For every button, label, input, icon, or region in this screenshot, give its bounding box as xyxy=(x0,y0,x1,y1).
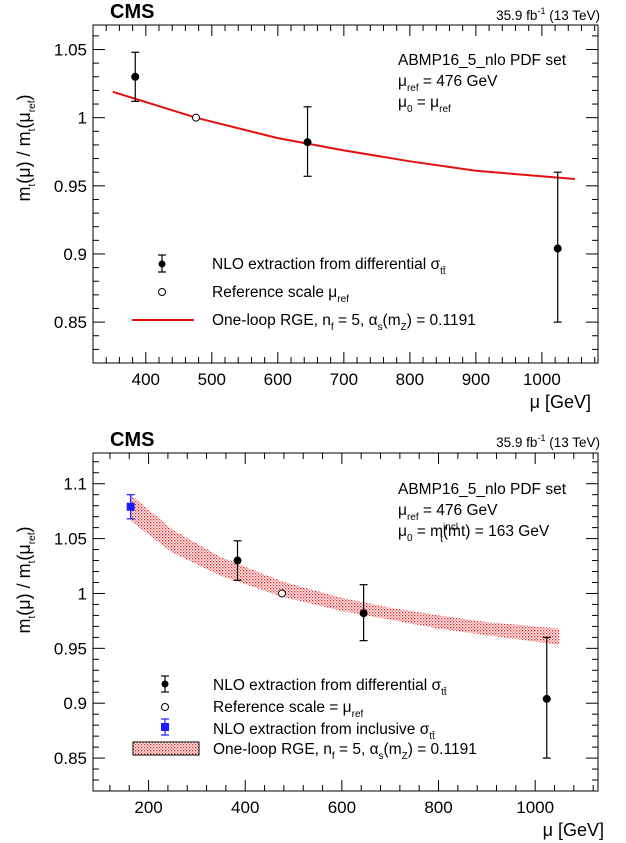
legend-label-nlo-incl: NLO extraction from inclusive σtt̄ xyxy=(213,721,435,742)
x-tick-label: 900 xyxy=(462,370,490,389)
axis-ticks xyxy=(93,453,598,792)
x-tick-label: 200 xyxy=(134,798,162,817)
data-point xyxy=(542,694,551,703)
y-tick-label: 1 xyxy=(78,109,87,128)
reference-point xyxy=(191,113,200,122)
legend: NLO extraction from differential σtt̄ Re… xyxy=(132,254,476,333)
legend-marker-ref-scale xyxy=(161,703,169,711)
y-tick-label: 0.85 xyxy=(54,749,87,768)
reference-point xyxy=(277,589,286,598)
legend-label-ref-scale: Reference scale = μref xyxy=(213,699,364,720)
x-tick-label: 800 xyxy=(396,370,424,389)
mu0-label: μ0 = μref xyxy=(398,94,451,115)
y-tick-label: 1.1 xyxy=(63,475,87,494)
legend-marker-ref-scale xyxy=(158,288,166,296)
legend-marker-nlo-incl xyxy=(161,718,169,736)
y-tick-label: 1.05 xyxy=(54,530,87,549)
pdf-set-label: ABMP16_5_nlo PDF set xyxy=(398,481,567,498)
experiment-label: CMS xyxy=(110,1,154,23)
tick-labels: 400 500 600 700 800 900 1000 0.85 0.9 0.95 1 1.05 xyxy=(54,41,561,389)
mu-ref-label: μref = 476 GeV xyxy=(398,73,498,94)
lumi-label: 35.9 fb-1 (13 TeV) xyxy=(496,6,600,23)
lumi-label: 35.9 fb-1 (13 TeV) xyxy=(496,433,600,450)
x-tick-label: 800 xyxy=(424,798,452,817)
legend-label-nlo-diff: NLO extraction from differential σtt̄ xyxy=(212,256,446,277)
x-tick-label: 400 xyxy=(132,370,160,389)
data-point xyxy=(359,609,368,618)
x-axis-title: μ [GeV] xyxy=(530,392,591,412)
y-tick-label: 0.9 xyxy=(63,245,87,264)
chart-bottom: CMS 35.9 fb-1 (13 TeV) 200 400 600 800 1000 0… xyxy=(14,429,604,840)
tick-labels: 200 400 600 800 1000 0.85 0.9 0.95 1 1.05 1.1 xyxy=(54,475,554,817)
pdf-set-label: ABMP16_5_nlo PDF set xyxy=(398,52,567,69)
x-tick-label: 1000 xyxy=(523,370,561,389)
legend-label-rge: One-loop RGE, nf = 5, αs(mZ) = 0.1191 xyxy=(213,741,477,762)
legend-label-rge: One-loop RGE, nf = 5, αs(mZ) = 0.1191 xyxy=(212,312,476,333)
legend-label-ref-scale: Reference scale μref xyxy=(212,284,349,305)
legend-marker-rge-band xyxy=(132,741,200,756)
mu-ref-label: μref = 476 GeV xyxy=(398,502,498,523)
x-tick-label: 600 xyxy=(328,798,356,817)
chart-top: CMS 35.9 fb-1 (13 TeV) 400 500 600 700 800 90… xyxy=(14,1,600,412)
rge-curve xyxy=(112,90,575,180)
y-tick-label: 0.9 xyxy=(63,694,87,713)
inclusive-point xyxy=(126,502,135,511)
x-tick-label: 1000 xyxy=(516,798,554,817)
legend-label-nlo-diff: NLO extraction from differential σtt̄ xyxy=(213,677,447,698)
data-point xyxy=(553,244,562,253)
x-axis-title: μ [GeV] xyxy=(543,820,604,840)
y-tick-label: 0.95 xyxy=(54,639,87,658)
y-axis-title: mt(μ) / mt(μref) xyxy=(14,527,38,634)
axis-ticks xyxy=(92,25,598,364)
y-tick-label: 0.85 xyxy=(54,313,87,332)
legend: NLO extraction from differential σtt̄ Re… xyxy=(132,675,477,762)
plot-frame xyxy=(92,24,599,364)
rge-band xyxy=(130,494,560,645)
x-tick-label: 700 xyxy=(330,370,358,389)
data-markers xyxy=(131,51,562,323)
plot-frame xyxy=(92,452,599,792)
x-tick-label: 500 xyxy=(198,370,226,389)
data-point xyxy=(233,556,242,565)
x-tick-label: 600 xyxy=(264,370,292,389)
data-point xyxy=(131,72,140,81)
x-tick-label: 400 xyxy=(231,798,259,817)
y-tick-label: 1 xyxy=(78,584,87,603)
data-point xyxy=(303,138,312,147)
experiment-label: CMS xyxy=(110,429,154,451)
y-tick-label: 1.05 xyxy=(54,41,87,60)
mu0-label: μ0 = mincl t(mt) = 163 GeV xyxy=(398,522,550,545)
legend-marker-nlo-diff xyxy=(158,254,166,273)
y-axis-title: mt(μ) / mt(μref) xyxy=(14,95,38,202)
legend-marker-nlo-diff xyxy=(161,675,169,693)
data-markers xyxy=(126,494,551,759)
y-tick-label: 0.95 xyxy=(54,177,87,196)
